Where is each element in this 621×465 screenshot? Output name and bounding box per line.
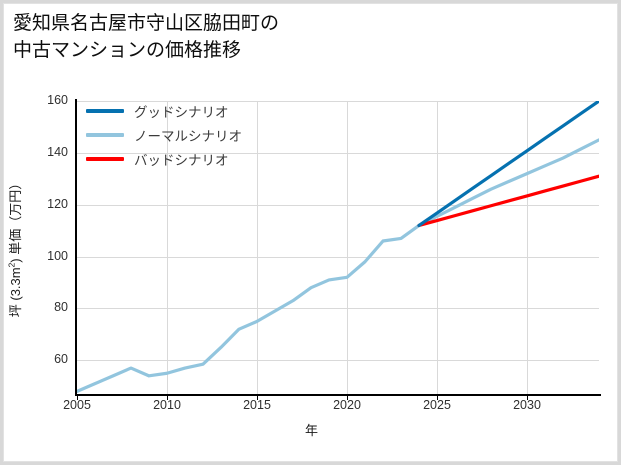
chart-legend: グッドシナリオ ノーマルシナリオ バッドシナリオ: [82, 95, 250, 175]
legend-color-swatch: [86, 157, 124, 161]
plot-background: [77, 101, 599, 394]
legend-color-swatch: [86, 109, 124, 113]
x-tick-mark: [527, 396, 528, 400]
y-tick-label: 80: [54, 300, 68, 315]
legend-item-0[interactable]: グッドシナリオ: [86, 99, 242, 123]
gridline-vertical: [437, 101, 438, 394]
y-axis-line: [75, 99, 77, 396]
x-tick-label: 2025: [423, 398, 451, 412]
chart-title: 愛知県名古屋市守山区脇田町の 中古マンションの価格推移: [13, 13, 280, 61]
x-tick-mark: [77, 396, 78, 400]
gridline-horizontal: [77, 152, 599, 154]
x-tick-label: 2010: [153, 398, 181, 412]
y-tick-label: 120: [47, 196, 68, 211]
gridline-horizontal: [77, 101, 599, 102]
y-axis-label: 坪 (3.3m2) 単価（万円）: [6, 176, 23, 318]
series-line: [417, 174, 599, 228]
series-layer: [77, 101, 599, 394]
x-tick-mark: [257, 396, 258, 400]
x-tick-label: 2005: [63, 398, 91, 412]
series-line: [417, 101, 599, 228]
legend-item-1[interactable]: ノーマルシナリオ: [86, 123, 242, 147]
gridline-horizontal: [77, 204, 599, 206]
gridline-vertical: [347, 101, 348, 394]
x-tick-mark: [167, 396, 168, 400]
y-tick-label: 60: [54, 352, 68, 367]
y-tick-label: 100: [47, 248, 68, 263]
x-tick-mark: [437, 396, 438, 400]
gridline-horizontal: [77, 256, 599, 258]
gridline-horizontal: [77, 308, 599, 310]
legend-color-swatch: [86, 133, 124, 137]
y-tick-label: 160: [47, 93, 68, 107]
chart-page: 愛知県名古屋市守山区脇田町の 中古マンションの価格推移 坪 (3.3m2) 単価…: [3, 3, 618, 462]
x-tick-label: 2015: [243, 398, 271, 412]
series-line: [77, 138, 599, 394]
gridline-vertical: [167, 101, 168, 394]
legend-label: ノーマルシナリオ: [134, 129, 242, 144]
legend-label: バッドシナリオ: [134, 153, 229, 168]
y-tick-label: 140: [47, 144, 68, 159]
x-tick-label: 2030: [513, 398, 541, 412]
gridline-horizontal: [77, 360, 599, 362]
gridline-vertical: [527, 101, 528, 394]
x-tick-label: 2020: [333, 398, 361, 412]
plot-area: [77, 101, 599, 394]
x-axis-label: 年: [304, 423, 318, 438]
legend-item-2[interactable]: バッドシナリオ: [86, 147, 242, 171]
x-tick-mark: [347, 396, 348, 400]
x-axis-line: [75, 394, 601, 396]
y-axis-label-container: 坪 (3.3m2) 単価（万円）: [0, 101, 24, 394]
legend-label: グッドシナリオ: [134, 105, 229, 120]
gridline-vertical: [257, 101, 258, 394]
